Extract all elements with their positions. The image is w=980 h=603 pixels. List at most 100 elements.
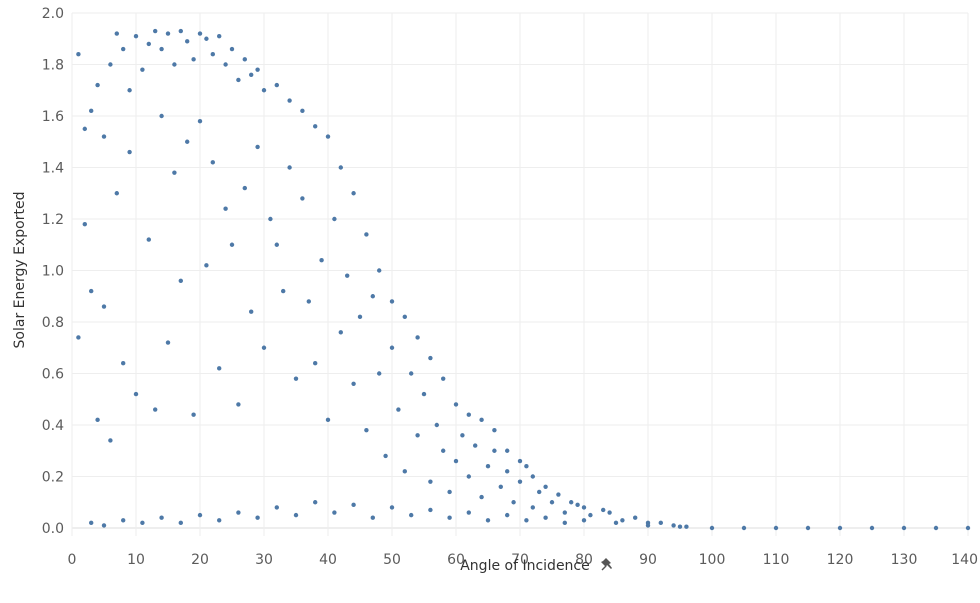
x-tick-label: 10 <box>127 552 145 568</box>
data-point <box>236 402 241 407</box>
data-point <box>101 134 107 139</box>
data-point <box>101 304 107 309</box>
data-point <box>485 464 491 469</box>
data-point <box>210 160 215 165</box>
data-point <box>562 520 567 526</box>
data-point <box>492 448 497 453</box>
data-point <box>543 484 548 489</box>
data-point <box>255 67 260 72</box>
data-point <box>607 510 612 515</box>
data-point <box>428 507 433 513</box>
data-point <box>402 314 407 320</box>
data-point <box>364 427 369 433</box>
data-point <box>479 417 484 423</box>
data-point <box>121 361 126 366</box>
x-tick-label: 90 <box>639 552 657 568</box>
data-point <box>76 52 81 57</box>
gridlines <box>71 12 969 536</box>
data-point <box>383 453 388 459</box>
data-point <box>805 525 811 531</box>
data-point <box>530 474 535 479</box>
data-point <box>364 232 369 237</box>
data-point <box>415 335 420 340</box>
y-tick-label: 0.6 <box>42 367 64 383</box>
y-tick-label: 1.2 <box>42 212 64 228</box>
data-point <box>204 36 209 41</box>
data-point <box>242 57 247 62</box>
x-tick-label: 30 <box>255 552 273 568</box>
data-point <box>409 512 414 518</box>
data-point <box>473 443 478 448</box>
data-point <box>185 139 190 144</box>
data-point <box>281 288 286 294</box>
data-point <box>313 500 318 505</box>
data-point <box>351 381 356 386</box>
x-axis-ticks: 0 10 20 30 40 50 60 70 80 90 100 110 120 130 140 <box>68 552 978 568</box>
data-point <box>837 525 843 531</box>
data-point <box>511 500 516 505</box>
data-point <box>172 62 177 67</box>
data-point <box>242 185 247 191</box>
data-point <box>658 520 663 526</box>
data-point <box>601 507 606 513</box>
y-tick-label: 2.0 <box>42 6 64 22</box>
data-point <box>613 520 619 526</box>
data-point <box>332 216 337 222</box>
data-point <box>671 523 676 528</box>
data-point <box>274 505 279 510</box>
data-point <box>517 458 523 464</box>
pin-icon[interactable] <box>601 558 612 571</box>
data-point <box>197 31 203 36</box>
data-points <box>76 28 971 531</box>
data-point <box>460 433 465 438</box>
data-point <box>447 515 452 520</box>
data-point <box>108 62 113 67</box>
data-point <box>933 525 939 531</box>
data-point <box>153 28 158 34</box>
data-point <box>274 82 279 88</box>
data-point <box>197 512 203 518</box>
data-point <box>261 345 267 350</box>
data-point <box>197 118 203 124</box>
data-point <box>165 31 171 36</box>
data-point <box>217 366 222 371</box>
data-point <box>178 278 183 283</box>
data-point <box>293 512 299 518</box>
data-point <box>588 512 593 518</box>
data-point <box>153 407 158 412</box>
data-point <box>223 206 228 211</box>
y-tick-label: 0.8 <box>42 315 64 331</box>
data-point <box>133 33 139 39</box>
data-point <box>313 124 318 129</box>
data-point <box>287 165 292 170</box>
data-point <box>537 489 542 495</box>
data-point <box>89 520 94 526</box>
data-point <box>370 515 375 520</box>
x-tick-label: 120 <box>827 552 854 568</box>
data-point <box>172 170 177 175</box>
data-point <box>300 108 305 114</box>
data-point <box>306 299 311 304</box>
data-point <box>268 216 273 222</box>
data-point <box>146 41 151 47</box>
data-point <box>159 46 164 52</box>
y-tick-label: 0.0 <box>42 521 64 537</box>
x-tick-label: 100 <box>699 552 726 568</box>
data-point <box>300 196 305 201</box>
data-point <box>575 502 580 508</box>
data-point <box>402 469 407 474</box>
data-point <box>223 62 228 67</box>
data-point <box>127 88 132 93</box>
data-point <box>377 268 382 273</box>
data-point <box>319 258 324 263</box>
data-point <box>517 479 523 484</box>
x-tick-label: 130 <box>891 552 918 568</box>
data-point <box>556 492 561 497</box>
data-point <box>351 191 356 196</box>
data-point <box>441 376 446 381</box>
data-point <box>709 525 715 531</box>
data-point <box>325 417 331 423</box>
data-point <box>101 523 107 528</box>
data-point <box>357 314 363 320</box>
